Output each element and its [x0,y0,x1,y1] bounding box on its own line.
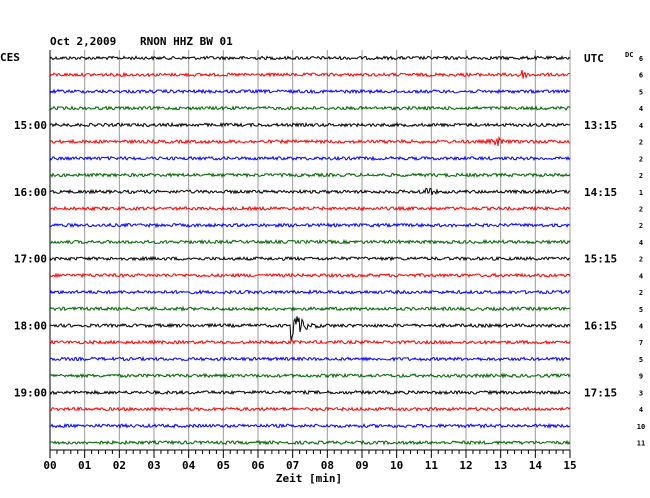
trace-row-14 [49,288,571,296]
x-tick-label: 07 [286,459,299,472]
trace-row-13 [49,272,571,279]
x-tick-label: 13 [494,459,507,472]
header-station: RNON HHZ BW 01 [140,35,233,48]
x-tick-label: 14 [529,459,543,472]
right-time-labels: UTC 13:15 14:15 15:15 16:15 17:15 [584,52,617,399]
right-time-label: 14:15 [584,186,617,199]
dc-value: 5 [639,88,643,96]
x-axis-title: Zeit [min] [276,472,342,485]
trace-row-17 [49,339,571,346]
trace-row-20 [49,389,571,396]
trace-row-5 [49,135,571,146]
trace-row-11 [49,238,571,245]
left-timezone-label: CES [0,51,20,64]
left-time-label: 18:00 [14,320,47,333]
dc-value: 2 [639,155,643,163]
x-tick-label: 09 [355,459,368,472]
dc-header-label: DC [625,51,633,59]
x-tick-label: 00 [43,459,56,472]
header-date: Oct 2,2009 [50,35,116,48]
right-time-label: 13:15 [584,119,617,132]
dc-value-labels: 6 6 5 4 4 2 2 2 1 2 2 4 2 4 2 5 4 7 5 9 3 4 10 11 [637,55,645,448]
trace-row-6 [49,155,571,162]
trace-row-9 [49,205,571,212]
trace-row-8 [49,187,571,196]
dc-value: 7 [639,339,643,347]
dc-value: 4 [639,239,643,247]
trace-row-12 [49,255,571,262]
dc-value: 4 [639,323,643,331]
left-time-label: 17:00 [14,253,47,266]
trace-row-0 [49,55,571,61]
trace-row-23 [49,439,571,446]
right-time-label: 16:15 [584,320,617,333]
x-axis: 00 01 02 03 04 05 06 07 08 09 10 11 12 13 14 15 [43,449,577,472]
x-tick-label: 15 [563,459,576,472]
x-tick-label: 05 [217,459,230,472]
trace-row-10 [50,222,571,229]
dc-value: 4 [639,272,643,280]
dc-value: 2 [639,256,643,264]
dc-value: 10 [637,423,645,431]
dc-value: 5 [639,306,643,314]
trace-group [49,55,571,446]
dc-value: 9 [639,373,643,381]
x-tick-label: 12 [459,459,472,472]
dc-value: 2 [639,289,643,297]
trace-row-22 [49,422,571,429]
dc-value: 11 [637,440,645,448]
dc-value: 4 [639,406,643,414]
dc-value: 2 [639,205,643,213]
dc-value: 3 [639,389,643,397]
x-tick-label: 11 [425,459,439,472]
dc-value: 5 [639,356,643,364]
dc-value: 1 [639,189,643,197]
trace-row-1 [49,69,571,80]
dc-value: 2 [639,139,643,147]
x-tick-label: 04 [182,459,196,472]
trace-row-19 [49,372,571,379]
x-tick-label: 01 [78,459,92,472]
x-tick-label: 03 [147,459,160,472]
dc-value: 2 [639,172,643,180]
trace-row-4 [49,121,571,128]
right-time-label: UTC [584,52,604,65]
trace-row-15 [49,305,571,312]
trace-row-7 [49,172,571,179]
left-time-label: 19:00 [14,386,47,399]
trace-row-2 [49,88,571,95]
dc-value: 6 [639,55,643,63]
trace-row-16 [49,316,571,341]
trace-row-18 [49,355,571,363]
right-time-label: 17:15 [584,386,617,399]
trace-row-21 [49,406,571,413]
dc-value: 4 [639,122,643,130]
minute-grid [49,50,571,450]
x-tick-label: 02 [113,459,126,472]
dc-value: 2 [639,222,643,230]
dc-value: 6 [639,72,643,80]
x-tick-label: 06 [251,459,265,472]
left-time-label: 15:00 [14,119,47,132]
left-time-label: 16:00 [14,186,47,199]
x-tick-label: 08 [321,459,334,472]
trace-row-3 [49,105,571,111]
dc-value: 4 [639,105,643,113]
left-time-labels: 15:00 16:00 17:00 18:00 19:00 [14,119,47,400]
x-tick-label: 10 [390,459,403,472]
right-time-label: 15:15 [584,253,617,266]
